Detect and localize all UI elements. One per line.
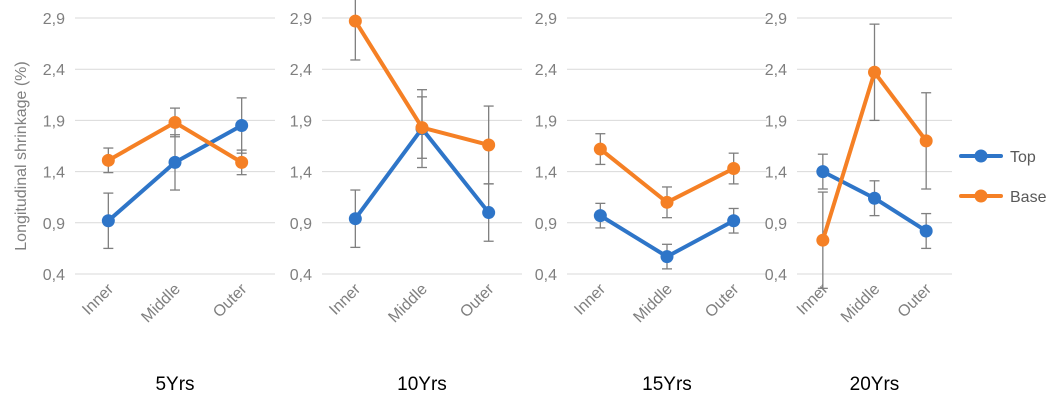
series-base <box>348 0 496 185</box>
x-tick-label: Inner <box>326 280 364 318</box>
series-top <box>101 97 249 250</box>
y-tick-label: 1,9 <box>43 113 65 130</box>
y-tick-label: 0,9 <box>535 216 557 233</box>
panel-1: 0,4 0,9 1,4 1,9 2,4 2,9 Inner Middle Outer 10Yrs <box>290 0 522 395</box>
data-point <box>348 14 362 28</box>
series-base <box>101 107 249 176</box>
y-tick-label: 1,9 <box>535 113 557 130</box>
x-tick-label: Outer <box>702 280 743 321</box>
y-tick-label: 2,9 <box>290 11 312 28</box>
x-tick-label: Inner <box>571 280 609 318</box>
series-base <box>816 23 933 289</box>
data-point <box>816 165 830 179</box>
panel-0: 0,4 0,9 1,4 1,9 2,4 2,9 Inner Middle Outer 5Yrs <box>43 11 275 395</box>
legend: Top Base <box>959 149 1047 206</box>
y-tick-label: 2,9 <box>535 11 557 28</box>
legend-marker <box>974 189 988 203</box>
legend-item-base: Base <box>959 189 1047 206</box>
data-point <box>168 155 182 169</box>
y-tick-label: 2,4 <box>290 62 312 79</box>
data-point <box>868 191 881 205</box>
y-tick-label: 2,4 <box>43 62 65 79</box>
y-tick-label: 2,9 <box>765 11 787 28</box>
y-tick-label: 2,4 <box>765 62 787 79</box>
panel-title: 10Yrs <box>397 374 447 395</box>
legend-item-top: Top <box>959 149 1036 166</box>
y-tick-label: 0,9 <box>290 216 312 233</box>
data-point <box>235 119 249 133</box>
data-point <box>727 162 741 176</box>
data-point <box>101 153 115 167</box>
x-tick-label: Outer <box>895 280 936 321</box>
data-point <box>727 214 741 228</box>
x-tick-label: Inner <box>794 280 832 318</box>
data-point <box>415 121 429 135</box>
y-tick-label: 2,4 <box>535 62 557 79</box>
x-tick-label: Outer <box>210 280 251 321</box>
data-point <box>235 155 249 169</box>
y-tick-label: 2,9 <box>43 11 65 28</box>
x-tick-label: Middle <box>838 281 883 326</box>
y-tick-label: 0,4 <box>290 267 312 284</box>
x-tick-label: Middle <box>138 281 183 326</box>
y-tick-label: 0,9 <box>43 216 65 233</box>
data-point <box>919 134 933 148</box>
x-tick-label: Middle <box>630 281 675 326</box>
legend-marker <box>974 149 988 163</box>
y-tick-label: 1,4 <box>765 165 787 182</box>
data-point <box>168 115 182 129</box>
legend-label: Top <box>1010 149 1036 166</box>
y-tick-label: 1,9 <box>290 113 312 130</box>
data-point <box>660 250 674 264</box>
panel-title: 5Yrs <box>155 374 194 395</box>
y-axis-title: Longitudinal shrinkage (%) <box>13 61 30 250</box>
data-point <box>919 224 933 238</box>
x-tick-label: Inner <box>79 280 117 318</box>
panel-title: 20Yrs <box>850 374 900 395</box>
y-tick-label: 0,4 <box>43 267 65 284</box>
data-point <box>593 209 607 223</box>
panel-title: 15Yrs <box>642 374 692 395</box>
data-point <box>482 206 496 220</box>
y-tick-label: 1,4 <box>290 165 312 182</box>
x-tick-label: Middle <box>385 281 430 326</box>
y-tick-label: 0,4 <box>765 267 787 284</box>
x-tick-label: Outer <box>457 280 498 321</box>
data-point <box>660 195 674 209</box>
series-base <box>593 133 741 219</box>
data-point <box>348 212 362 226</box>
data-point <box>101 214 115 228</box>
data-point <box>868 65 881 79</box>
data-point <box>816 233 830 247</box>
legend-label: Base <box>1010 189 1047 206</box>
y-tick-label: 1,4 <box>535 165 557 182</box>
y-tick-label: 0,9 <box>765 216 787 233</box>
data-point <box>482 138 496 152</box>
series-top <box>593 202 741 270</box>
y-tick-label: 0,4 <box>535 267 557 284</box>
y-tick-label: 1,4 <box>43 165 65 182</box>
panel-3: 0,4 0,9 1,4 1,9 2,4 2,9 Inner Middle Outer 20Yrs <box>765 11 952 395</box>
panel-2: 0,4 0,9 1,4 1,9 2,4 2,9 Inner Middle Outer 15Yrs <box>535 11 767 395</box>
y-tick-label: 1,9 <box>765 113 787 130</box>
data-point <box>593 142 607 156</box>
